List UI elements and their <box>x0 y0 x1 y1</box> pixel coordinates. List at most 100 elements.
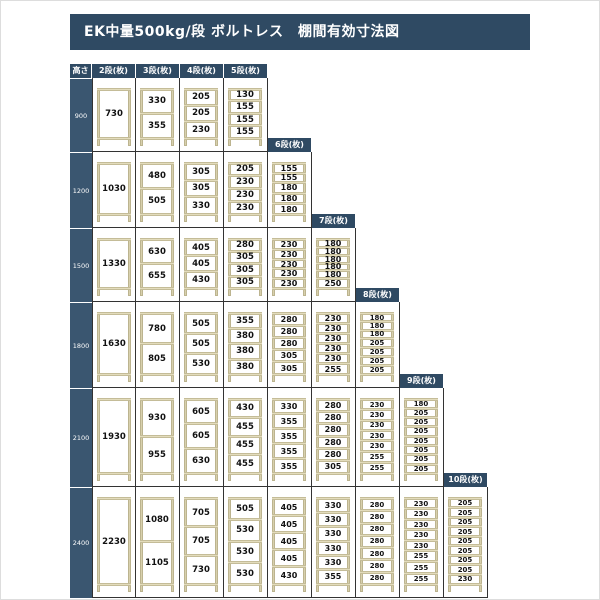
shelf-unit: 305 305 330 <box>184 162 218 222</box>
shelf-board <box>228 561 262 565</box>
shelf-board <box>184 88 218 91</box>
shelf-board <box>360 460 394 464</box>
shelf-cell: 1930 <box>92 388 136 487</box>
shelf-spacing-value: 230 <box>236 176 254 187</box>
shelf-cell: 280 280 280 280 280 305 <box>312 388 356 487</box>
shelf-board <box>404 443 438 447</box>
shelf-cell: 1630 <box>92 302 136 388</box>
shelf-spacing-value: 230 <box>324 324 342 334</box>
shelf-spacing-value: 155 <box>236 114 254 125</box>
shelf-spacing-value: 280 <box>236 240 254 251</box>
shelf-spacing-value: 180 <box>413 399 429 408</box>
shelf-board <box>360 328 394 332</box>
shelf-board <box>140 162 174 165</box>
shelf-spacing-value: 280 <box>369 500 385 509</box>
shelf-board <box>140 373 174 376</box>
shelf-spacing-value: 1030 <box>102 184 126 194</box>
shelf-unit: 480 505 <box>140 162 174 222</box>
shelf-board <box>140 262 174 266</box>
shelf-cell: 130 155 155 155 <box>224 78 268 152</box>
shelf-spacing-value: 405 <box>192 242 210 253</box>
shelf-board <box>272 412 306 416</box>
shelf-board <box>360 345 394 349</box>
shelf-spacing-value: 280 <box>280 338 298 348</box>
shelf-board <box>404 497 438 500</box>
shelf-unit: 630 655 <box>140 238 174 296</box>
shelf-board <box>404 583 438 586</box>
shelf-spacing-value: 780 <box>148 323 166 334</box>
shelf-spacing-value: 705 <box>192 507 210 518</box>
shelf-board <box>140 186 174 190</box>
shelf-board <box>316 373 350 376</box>
shelf-cell: 280 280 280 305 305 <box>268 302 312 388</box>
shelf-board <box>272 427 306 431</box>
shelf-board <box>360 336 394 340</box>
shelf-board <box>272 472 306 475</box>
column-header: 9段(枚) <box>400 374 444 388</box>
shelf-spacing-value: 230 <box>280 259 298 269</box>
shelf-unit: 280 305 305 305 <box>228 238 262 296</box>
shelf-spacing-value: 180 <box>324 262 342 272</box>
shelf-spacing-value: 305 <box>236 252 254 263</box>
shelf-board <box>184 352 218 356</box>
shelf-board <box>272 398 306 401</box>
shelf-post <box>171 312 174 382</box>
shelf-board <box>228 162 262 165</box>
shelf-unit: 205 205 230 <box>184 88 218 146</box>
shelf-board <box>228 539 262 543</box>
shelf-spacing-value: 330 <box>324 557 342 567</box>
shelf-spacing-value: 280 <box>369 549 385 558</box>
shelf-spacing-value: 455 <box>236 440 254 451</box>
shelf-board <box>140 497 174 500</box>
shelf-board <box>360 546 394 550</box>
shelf-board <box>228 111 262 115</box>
shelf-board <box>272 360 306 364</box>
shelf-post <box>228 398 231 481</box>
shelf-board <box>316 312 350 315</box>
shelf-spacing-value: 405 <box>280 502 298 512</box>
shelf-cell: 705 705 730 <box>180 487 224 598</box>
shelf-board <box>184 178 218 182</box>
shelf-unit: 280 280 280 280 280 305 <box>316 398 350 481</box>
shelf-board <box>184 422 218 426</box>
shelf-board <box>228 434 262 438</box>
column-header: 2段(枚) <box>92 64 136 78</box>
shelf-spacing-value: 280 <box>324 425 342 435</box>
shelf-spacing-value: 455 <box>236 459 254 470</box>
shelf-cell: 305 305 330 <box>180 152 224 228</box>
shelf-spacing-value: 1105 <box>145 557 169 568</box>
shelf-board <box>316 539 350 543</box>
shelf-board <box>140 213 174 216</box>
shelf-spacing-value: 430 <box>280 571 298 581</box>
shelf-board <box>140 472 174 475</box>
shelf-spacing-value: 2230 <box>102 536 126 547</box>
shelf-unit: 230 230 230 230 230 <box>272 238 306 296</box>
shelf-cell: 1080 1105 <box>136 487 180 598</box>
shelf-post <box>435 398 438 481</box>
shelf-cell: 405 405 430 <box>180 228 224 302</box>
shelf-unit: 405 405 430 <box>184 238 218 296</box>
shelf-board <box>140 583 174 586</box>
shelf-spacing-value: 430 <box>192 275 210 286</box>
shelf-unit: 1080 1105 <box>140 497 174 592</box>
shelf-board <box>404 538 438 542</box>
shelf-spacing-value: 180 <box>324 270 342 280</box>
shelf-unit: 1930 <box>97 398 131 481</box>
shelf-spacing-value: 355 <box>280 446 298 456</box>
shelf-spacing-value: 305 <box>324 462 342 472</box>
shelf-board <box>184 119 218 123</box>
shelf-board <box>184 497 218 500</box>
height-label: 1200 <box>70 152 92 228</box>
shelf-unit: 705 705 730 <box>184 497 218 592</box>
shelf-spacing-value: 230 <box>324 344 342 354</box>
shelf-spacing-value: 230 <box>280 239 298 249</box>
shelf-board <box>140 398 174 401</box>
shelf-spacing-value: 355 <box>236 315 254 326</box>
shelf-post <box>128 497 131 592</box>
shelf-cell: 505 530 530 530 <box>224 487 268 598</box>
shelf-board <box>272 257 306 261</box>
shelf-unit: 355 380 380 380 <box>228 312 262 382</box>
shelf-board <box>448 544 482 548</box>
shelf-post <box>404 398 407 481</box>
shelf-post <box>259 312 262 382</box>
